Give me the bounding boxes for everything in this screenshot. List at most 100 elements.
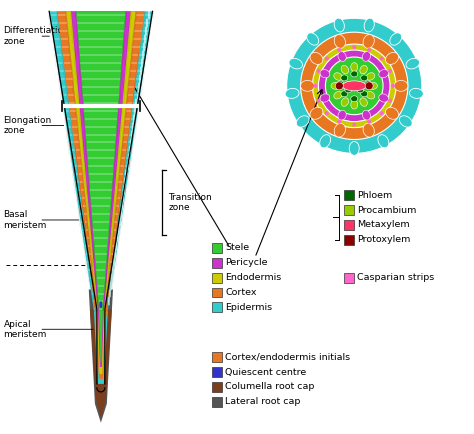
Ellipse shape [349, 141, 359, 155]
Circle shape [352, 123, 356, 127]
Ellipse shape [337, 81, 344, 87]
Ellipse shape [360, 66, 367, 74]
Ellipse shape [366, 92, 375, 99]
Circle shape [352, 45, 356, 49]
Ellipse shape [338, 110, 346, 120]
Ellipse shape [361, 91, 368, 97]
Polygon shape [90, 309, 112, 419]
Bar [212, 302, 222, 312]
Ellipse shape [341, 66, 349, 74]
Text: Metaxylem: Metaxylem [357, 220, 410, 230]
Bar [344, 235, 354, 245]
Circle shape [325, 111, 329, 115]
Bar [212, 352, 222, 362]
Ellipse shape [100, 300, 102, 309]
Circle shape [367, 48, 371, 52]
Text: Cortex: Cortex [225, 288, 256, 297]
Ellipse shape [365, 81, 372, 87]
Circle shape [337, 120, 341, 124]
Ellipse shape [334, 18, 345, 32]
Ellipse shape [334, 92, 342, 99]
Ellipse shape [338, 52, 346, 61]
Bar [212, 367, 222, 377]
Ellipse shape [368, 82, 377, 89]
Text: Elongation
zone: Elongation zone [3, 116, 52, 135]
Polygon shape [66, 11, 136, 311]
Ellipse shape [296, 116, 309, 127]
Ellipse shape [319, 135, 330, 148]
Ellipse shape [390, 33, 401, 45]
Ellipse shape [320, 69, 330, 78]
Circle shape [337, 48, 341, 52]
Bar [212, 397, 222, 407]
Polygon shape [98, 311, 104, 367]
Circle shape [317, 69, 320, 73]
Ellipse shape [364, 18, 374, 32]
Ellipse shape [334, 73, 342, 80]
Ellipse shape [320, 94, 330, 102]
Ellipse shape [379, 94, 389, 102]
Ellipse shape [351, 71, 358, 77]
Text: Phloem: Phloem [357, 191, 392, 200]
Ellipse shape [362, 110, 371, 120]
Ellipse shape [345, 87, 352, 93]
Circle shape [287, 18, 422, 153]
Ellipse shape [385, 53, 399, 64]
Circle shape [367, 120, 371, 124]
Ellipse shape [385, 107, 399, 119]
Ellipse shape [361, 75, 368, 81]
Ellipse shape [394, 80, 408, 91]
Ellipse shape [341, 91, 348, 97]
Ellipse shape [342, 81, 366, 91]
Ellipse shape [307, 33, 319, 45]
Ellipse shape [289, 59, 302, 69]
Ellipse shape [363, 123, 374, 137]
Bar [344, 205, 354, 215]
Ellipse shape [301, 80, 315, 91]
Polygon shape [95, 311, 106, 379]
Ellipse shape [410, 89, 423, 99]
Polygon shape [76, 11, 126, 311]
Circle shape [380, 111, 383, 115]
Ellipse shape [334, 35, 346, 48]
Polygon shape [89, 289, 113, 423]
Text: Columella root cap: Columella root cap [225, 382, 314, 391]
Text: Protoxylem: Protoxylem [357, 235, 410, 244]
Circle shape [326, 57, 383, 115]
Text: Epidermis: Epidermis [225, 303, 272, 312]
Ellipse shape [310, 107, 323, 119]
Circle shape [312, 44, 396, 128]
Text: Cortex/endodermis initials: Cortex/endodermis initials [225, 352, 350, 362]
Bar [212, 382, 222, 392]
Text: Casparian strips: Casparian strips [357, 273, 435, 282]
Circle shape [388, 69, 392, 73]
Ellipse shape [285, 89, 299, 99]
Ellipse shape [379, 69, 389, 78]
Ellipse shape [400, 116, 412, 127]
Polygon shape [97, 311, 105, 374]
Polygon shape [94, 311, 108, 384]
Bar [344, 220, 354, 230]
Circle shape [325, 56, 329, 60]
Ellipse shape [334, 123, 346, 137]
Ellipse shape [362, 52, 371, 61]
Bar [212, 258, 222, 268]
Ellipse shape [341, 98, 349, 106]
Bar [212, 243, 222, 253]
Ellipse shape [363, 35, 374, 48]
Ellipse shape [331, 82, 340, 89]
Polygon shape [49, 11, 153, 311]
Bar [344, 273, 354, 283]
Polygon shape [71, 11, 131, 311]
Text: Lateral root cap: Lateral root cap [225, 397, 301, 406]
Text: Basal
meristem: Basal meristem [3, 210, 47, 230]
Text: Stele: Stele [225, 243, 249, 252]
Polygon shape [92, 285, 109, 317]
Ellipse shape [351, 62, 358, 72]
Bar [212, 288, 222, 297]
Ellipse shape [360, 98, 367, 106]
Ellipse shape [351, 100, 358, 109]
Circle shape [365, 82, 373, 90]
Ellipse shape [341, 75, 348, 81]
Circle shape [319, 50, 390, 122]
